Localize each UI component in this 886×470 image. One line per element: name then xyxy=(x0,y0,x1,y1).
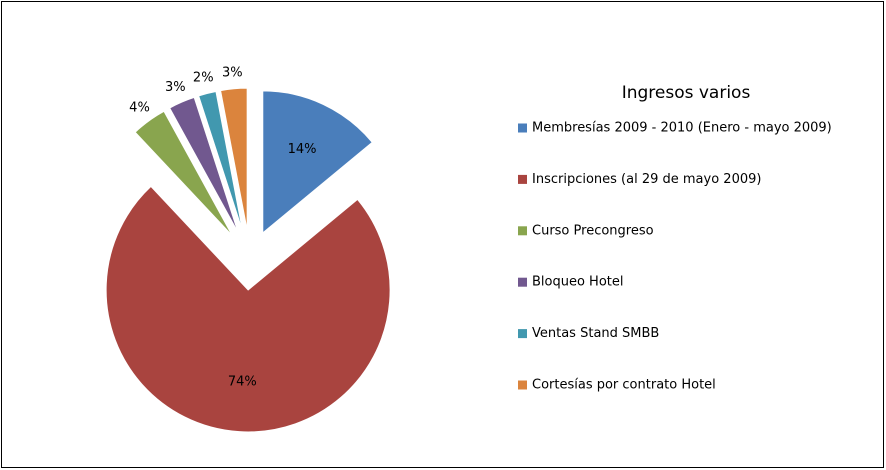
data-label: 3% xyxy=(165,80,186,95)
pie-slice xyxy=(134,110,233,237)
legend-swatch xyxy=(518,174,527,184)
legend-label: Cortesías por contrato Hotel xyxy=(532,378,716,393)
legend-label: Membresías 2009 - 2010 (Enero - mayo 200… xyxy=(532,121,832,136)
legend-label: Curso Precongreso xyxy=(532,223,654,238)
pie-slice xyxy=(219,87,248,231)
data-label: 4% xyxy=(129,100,150,115)
legend-swatch xyxy=(518,123,527,133)
data-label: 74% xyxy=(228,375,257,390)
legend-swatch xyxy=(518,226,527,236)
legend-swatch xyxy=(518,380,527,390)
chart-title: Ingresos varios xyxy=(622,83,751,103)
legend-label: Bloqueo Hotel xyxy=(532,275,624,290)
legend-swatch xyxy=(518,329,527,339)
pie-slice xyxy=(105,185,391,433)
data-label: 14% xyxy=(288,142,317,157)
pie-slice xyxy=(262,90,373,234)
data-label: 3% xyxy=(222,65,243,80)
legend-label: Inscripciones (al 29 de mayo 2009) xyxy=(532,172,761,187)
data-label: 2% xyxy=(193,70,214,85)
pie-slice xyxy=(168,96,239,233)
legend-swatch xyxy=(518,277,527,287)
pie-slice xyxy=(198,90,244,232)
legend-label: Ventas Stand SMBB xyxy=(532,326,659,341)
